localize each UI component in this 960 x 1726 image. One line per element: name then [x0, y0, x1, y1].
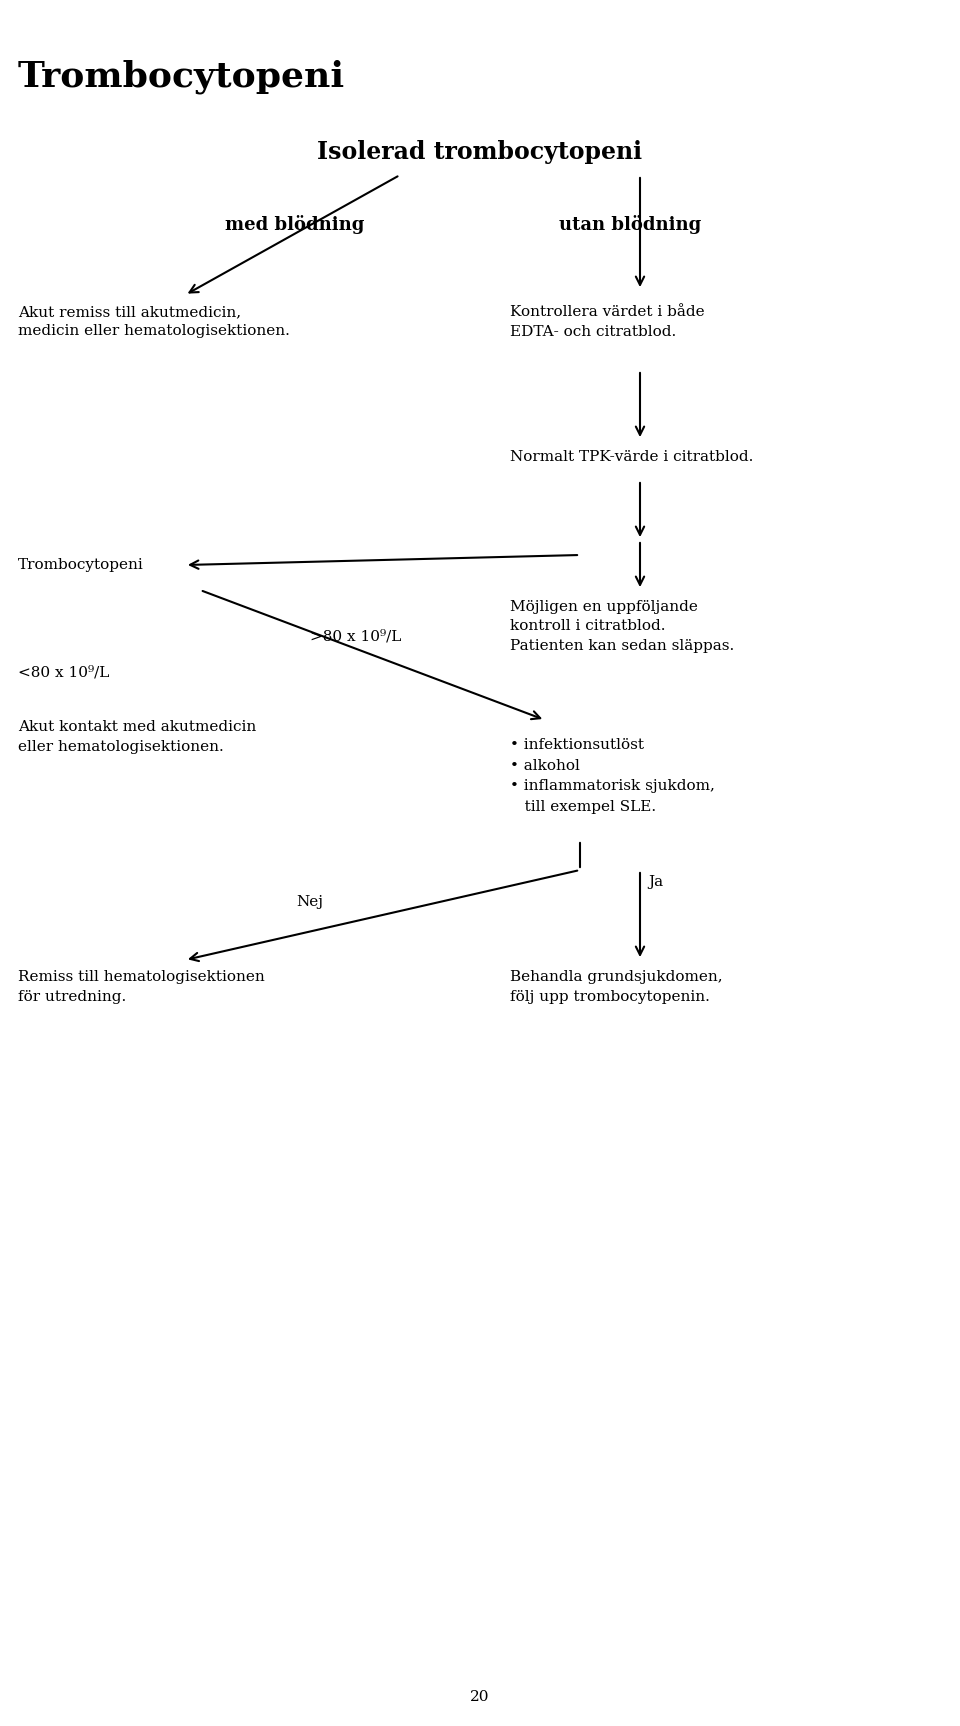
Text: med blödning: med blödning: [226, 216, 365, 235]
Text: Akut remiss till akutmedicin,
medicin eller hematologisektionen.: Akut remiss till akutmedicin, medicin el…: [18, 306, 290, 338]
Text: utan blödning: utan blödning: [559, 216, 701, 235]
Text: Trombocytopeni: Trombocytopeni: [18, 557, 144, 571]
Text: >80 x 10⁹/L: >80 x 10⁹/L: [310, 630, 401, 644]
Text: Isolerad trombocytopeni: Isolerad trombocytopeni: [318, 140, 642, 164]
Text: Ja: Ja: [648, 875, 663, 889]
Text: <80 x 10⁹/L: <80 x 10⁹/L: [18, 665, 109, 678]
Text: Möjligen en uppföljande
kontroll i citratblod.
Patienten kan sedan släppas.: Möjligen en uppföljande kontroll i citra…: [510, 601, 734, 652]
Text: Nej: Nej: [297, 896, 324, 910]
Text: Behandla grundsjukdomen,
följ upp trombocytopenin.: Behandla grundsjukdomen, följ upp trombo…: [510, 970, 723, 1003]
Text: Trombocytopeni: Trombocytopeni: [18, 60, 346, 95]
Text: Remiss till hematologisektionen
för utredning.: Remiss till hematologisektionen för utre…: [18, 970, 265, 1003]
Text: 20: 20: [470, 1690, 490, 1704]
Text: Akut kontakt med akutmedicin
eller hematologisektionen.: Akut kontakt med akutmedicin eller hemat…: [18, 720, 256, 754]
Text: • infektionsutlöst
• alkohol
• inflammatorisk sjukdom,
   till exempel SLE.: • infektionsutlöst • alkohol • inflammat…: [510, 739, 715, 813]
Text: Kontrollera värdet i både
EDTA- och citratblod.: Kontrollera värdet i både EDTA- och citr…: [510, 306, 705, 338]
Text: Normalt TPK-värde i citratblod.: Normalt TPK-värde i citratblod.: [510, 450, 754, 464]
